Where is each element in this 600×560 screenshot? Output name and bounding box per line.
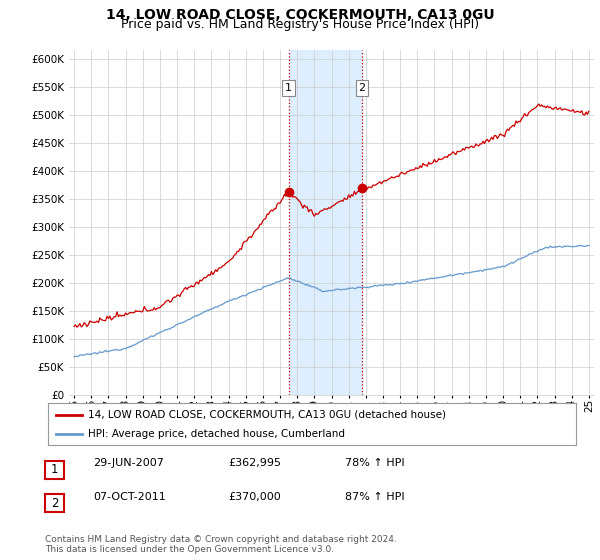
Text: HPI: Average price, detached house, Cumberland: HPI: Average price, detached house, Cumb… [88, 429, 344, 439]
Text: Contains HM Land Registry data © Crown copyright and database right 2024.
This d: Contains HM Land Registry data © Crown c… [45, 535, 397, 554]
Text: 2: 2 [358, 83, 365, 93]
Bar [289, 50, 362, 395]
Text: £362,995: £362,995 [228, 458, 281, 468]
Text: £370,000: £370,000 [228, 492, 281, 502]
Text: 1: 1 [51, 463, 58, 477]
Text: 14, LOW ROAD CLOSE, COCKERMOUTH, CA13 0GU: 14, LOW ROAD CLOSE, COCKERMOUTH, CA13 0G… [106, 8, 494, 22]
Text: 29-JUN-2007: 29-JUN-2007 [93, 458, 164, 468]
Text: 78% ↑ HPI: 78% ↑ HPI [345, 458, 404, 468]
Text: 2: 2 [51, 497, 58, 510]
Text: 87% ↑ HPI: 87% ↑ HPI [345, 492, 404, 502]
Text: 07-OCT-2011: 07-OCT-2011 [93, 492, 166, 502]
Text: 14, LOW ROAD CLOSE, COCKERMOUTH, CA13 0GU (detached house): 14, LOW ROAD CLOSE, COCKERMOUTH, CA13 0G… [88, 409, 446, 419]
Text: Price paid vs. HM Land Registry's House Price Index (HPI): Price paid vs. HM Land Registry's House … [121, 18, 479, 31]
Text: 1: 1 [285, 83, 292, 93]
